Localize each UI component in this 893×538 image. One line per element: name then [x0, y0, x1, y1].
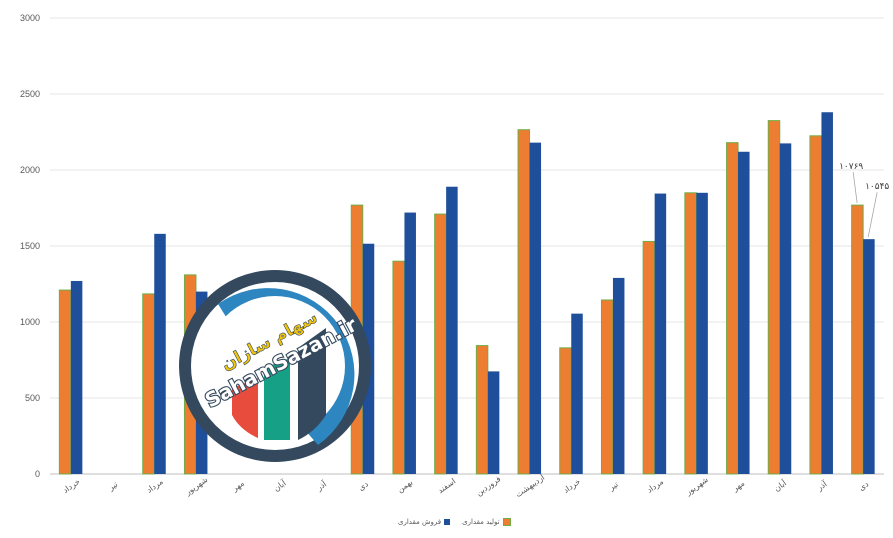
x-category-label: مهر — [230, 479, 246, 494]
x-category-label: مرداد — [645, 477, 665, 495]
bar-sales — [571, 313, 583, 474]
bar-sales — [654, 193, 667, 474]
x-category-label: آبان — [272, 477, 289, 493]
bar-sales — [404, 212, 416, 474]
data-label-production: ۱۰۷۶۹ — [839, 162, 863, 172]
x-category-label: فروردین — [474, 474, 502, 497]
x-category-label: بهمن — [396, 477, 415, 494]
bar-sales — [529, 142, 542, 474]
bar-sales — [487, 371, 500, 474]
leader-line — [867, 192, 878, 238]
x-category-label: مهر — [730, 479, 746, 494]
bar-production — [642, 240, 656, 475]
bar-production — [392, 260, 405, 475]
bar-sales — [738, 151, 750, 474]
legend-swatch-sales — [444, 519, 451, 525]
bar-production — [726, 142, 739, 475]
bar-production — [809, 135, 822, 475]
watermark-dark-bar — [298, 328, 326, 440]
bar-production — [684, 192, 697, 475]
x-category-label: آذر — [814, 478, 829, 493]
legend: تولید مقداری فروش مقداری — [398, 518, 511, 526]
bar-production — [767, 120, 781, 475]
bar-production — [142, 293, 155, 475]
leader-line — [852, 172, 858, 204]
bar-sales — [446, 186, 458, 474]
bar-sales — [779, 143, 792, 474]
bar-series — [58, 112, 875, 475]
x-category-label: تیر — [106, 480, 119, 493]
gridlines — [50, 17, 884, 475]
bar-sales — [821, 112, 833, 475]
bar-sales — [612, 277, 625, 474]
bar-production — [58, 289, 72, 475]
x-category-label: تیر — [606, 480, 619, 493]
y-tick-label: 1500 — [20, 241, 40, 251]
bar-production — [600, 299, 614, 475]
watermark-teal-bar — [264, 358, 290, 440]
x-category-label: شهریور — [183, 475, 210, 497]
y-tick-label: 2500 — [20, 89, 40, 99]
y-tick-label: 2000 — [20, 165, 40, 175]
legend-label-production: تولید مقداری — [462, 518, 500, 526]
data-label-sales: ۱۰۵۴۵ — [865, 182, 889, 192]
bar-sales — [863, 239, 875, 474]
y-tick-label: 1000 — [20, 317, 40, 327]
x-axis-labels: خرداد تیر مرداد شهریور مهر آبان آذر دی بهمن اسفند… — [61, 473, 871, 499]
watermark-logo: سهام سازان SahamSazan.ir — [179, 270, 371, 462]
bar-sales — [70, 280, 83, 474]
bar-production — [517, 129, 531, 475]
legend-item-production: تولید مقداری — [462, 518, 511, 526]
y-tick-label: 3000 — [20, 13, 40, 23]
x-category-label: اسفند — [436, 477, 457, 496]
x-category-label: اردیبهشت — [514, 473, 546, 499]
bar-sales — [696, 192, 708, 475]
bar-sales — [154, 233, 166, 474]
bar-production — [434, 213, 447, 475]
legend-label-sales: فروش مقداری — [398, 518, 442, 526]
bar-production — [559, 347, 572, 475]
data-label-group: ۱۰۷۶۹ ۱۰۵۴۵ — [839, 162, 889, 238]
x-category-label: دی — [857, 479, 871, 492]
legend-swatch-production — [502, 518, 511, 526]
y-tick-label: 500 — [25, 393, 40, 403]
x-category-label: آذر — [314, 478, 329, 493]
x-category-label: شهریور — [683, 475, 710, 497]
y-axis-ticks: 0 500 1000 1500 2000 2500 3000 — [20, 13, 40, 479]
x-category-label: دی — [357, 479, 371, 492]
x-category-label: خرداد — [61, 477, 82, 495]
bar-production — [475, 345, 489, 475]
x-category-label: مرداد — [145, 477, 165, 495]
y-tick-label: 0 — [35, 469, 40, 479]
x-category-label: آبان — [772, 477, 789, 493]
legend-item-sales: فروش مقداری — [398, 518, 451, 526]
x-category-label: خرداد — [562, 477, 583, 495]
watermark-red-bar — [232, 378, 258, 438]
bar-production — [851, 204, 864, 475]
